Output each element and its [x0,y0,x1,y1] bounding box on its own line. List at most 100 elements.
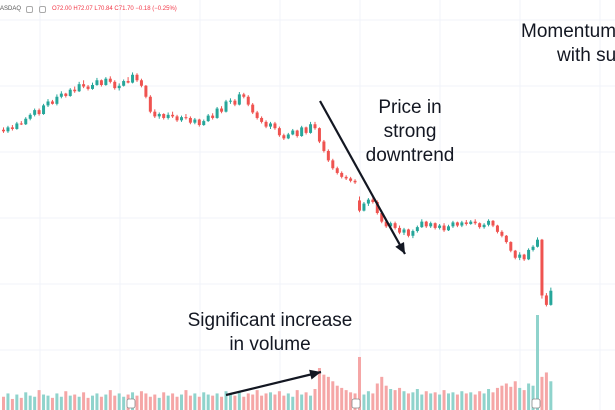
candle-body [135,74,139,81]
candle-body [393,223,397,228]
volume-bar [153,394,157,410]
candle-body [68,89,72,96]
annotation-line: Significant increase [187,310,353,331]
candle-body [309,124,313,133]
candle-body [277,128,281,136]
candle-body [166,114,170,118]
volume-bar [424,391,428,410]
candle-body [228,100,232,102]
candle-body [509,242,513,251]
candle-body [527,249,531,260]
candle-body [518,254,522,258]
arrow-shaft [319,100,406,255]
volume-bar [482,393,486,410]
volume-bar [406,393,410,410]
volume-bar [180,394,183,410]
candle-body [478,223,482,228]
volume-bar [251,394,255,410]
candle-body [500,231,504,236]
volume-bar [491,392,495,410]
volume-bar [398,387,402,410]
annotation-arrows [225,100,406,397]
volume-bar [6,393,10,410]
candle-body [536,239,539,247]
candle-body [362,203,366,211]
volume-bar [362,394,366,410]
candle-body [64,93,68,96]
volume-bar [64,391,68,410]
volume-bar [28,395,32,410]
volume-bar [304,392,308,410]
candle-body [398,227,402,233]
candle-body [420,221,424,228]
candle-body [24,118,28,125]
candle-body [175,116,179,121]
candlesticks [2,72,553,307]
volume-bar [518,387,522,410]
volume-bar [504,383,508,410]
candle-body [487,220,491,225]
volume-bar [193,393,197,410]
candle-body [215,108,219,118]
volume-bar [371,393,375,410]
candle-body [291,130,295,135]
candle-body [73,89,77,92]
candle-body [491,220,495,226]
volume-arrow [225,369,322,397]
volume-bar [291,396,295,410]
candle-body [402,229,406,233]
candle-body [153,111,157,117]
ohlc-values: O72.00 H72.07 L70.84 C71.70 −0.18 (−0.25… [52,6,177,12]
volume-bar [220,396,224,410]
volume-bar [157,397,161,410]
volume-bar [438,394,442,410]
candle-body [513,250,517,258]
dividend-marker[interactable] [126,398,136,409]
volume-bar [366,391,370,410]
candle-body [233,100,237,105]
volume-bar [108,390,112,410]
volume-bar [375,383,379,410]
candle-body [269,123,272,127]
candle-body [202,121,206,126]
volume-bar [99,396,103,410]
candle-body [193,119,197,123]
volume-bar [175,396,179,410]
volume-bar [286,393,290,410]
candle-body [224,101,228,112]
annotation-momentum: Momentum with su [521,20,615,68]
candle-body [50,101,54,104]
volume-bar [487,389,491,410]
volume-bar [393,390,397,410]
candle-body [340,172,344,177]
candle-body [237,94,241,105]
candle-body [55,96,59,104]
candle-body [264,121,268,127]
volume-bar [77,396,81,410]
eye-toggle-icon[interactable] [26,5,35,13]
candle-body [180,117,183,121]
candle-body [415,227,419,232]
volume-bar [540,376,544,410]
candle-body [424,221,428,227]
volume-bar [33,396,37,410]
settings-icon[interactable] [39,5,48,13]
volume-bar [273,394,277,410]
annotation-line: strong [383,121,437,142]
volume-bar [10,398,14,410]
candle-body [349,178,353,181]
volume-bar [246,393,250,410]
candle-body [122,81,126,86]
dividend-marker[interactable] [351,398,361,409]
dividend-marker[interactable] [531,398,541,409]
candle-body [37,110,41,115]
arrow-head [309,369,321,380]
volume-bar [19,397,23,410]
candle-body [335,168,339,173]
volume-bar [295,390,299,410]
arrow-shaft [225,370,322,397]
candle-body [282,135,286,139]
volume-bar [340,387,344,410]
candle-body [326,150,330,161]
